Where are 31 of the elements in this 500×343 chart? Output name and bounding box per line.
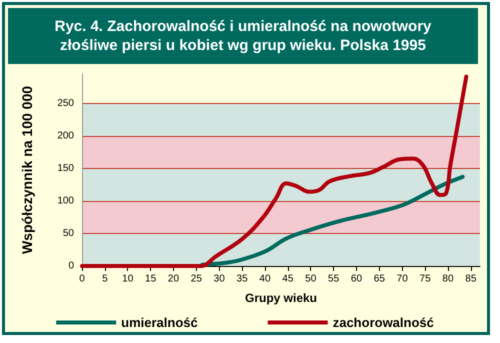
x-tick-label: 85 — [465, 274, 477, 284]
x-tick-label: 10 — [122, 274, 134, 284]
y-tick-label: 50 — [62, 228, 74, 239]
x-tick-label: 80 — [442, 274, 454, 284]
line-series — [200, 174, 465, 267]
y-tick-label: 150 — [57, 162, 74, 174]
x-tick-label: 50 — [305, 274, 317, 284]
y-tick-label: 200 — [57, 130, 74, 142]
x-tick-label: 25 — [190, 274, 202, 284]
legend-label: zachorowalność — [332, 315, 434, 330]
x-tick-label: 35 — [236, 274, 248, 284]
x-tick-label: 65 — [374, 274, 386, 284]
x-tick-label: 40 — [259, 274, 271, 284]
y-tick-label: 250 — [57, 98, 74, 109]
x-tick-label: 15 — [145, 274, 157, 284]
x-tick-label: 5 — [102, 274, 108, 284]
x-tick-label: 45 — [282, 274, 294, 284]
x-tick-label: 60 — [350, 274, 362, 284]
x-axis-title: Grupy wieku — [244, 291, 318, 305]
x-tick-label: 70 — [396, 274, 408, 284]
x-tick-label: 0 — [79, 274, 86, 284]
y-tick-label: 100 — [57, 195, 74, 206]
y-axis-title: Współczynnik na 100 000 — [19, 86, 35, 254]
x-tick-label: 30 — [214, 274, 226, 284]
x-tick-label: 20 — [168, 274, 180, 284]
x-tick-label: 75 — [420, 274, 432, 284]
legend-label: umieralność — [121, 315, 198, 330]
chart-title: Ryc. 4. Zachorowalność i umieralność na nowotwory złośliwe piersi u kobiet wg grup wieku. Polska 1995 — [8, 8, 478, 64]
x-tick-label: 55 — [328, 274, 340, 284]
y-tick-label: 0 — [68, 260, 74, 272]
line-series — [80, 74, 468, 268]
